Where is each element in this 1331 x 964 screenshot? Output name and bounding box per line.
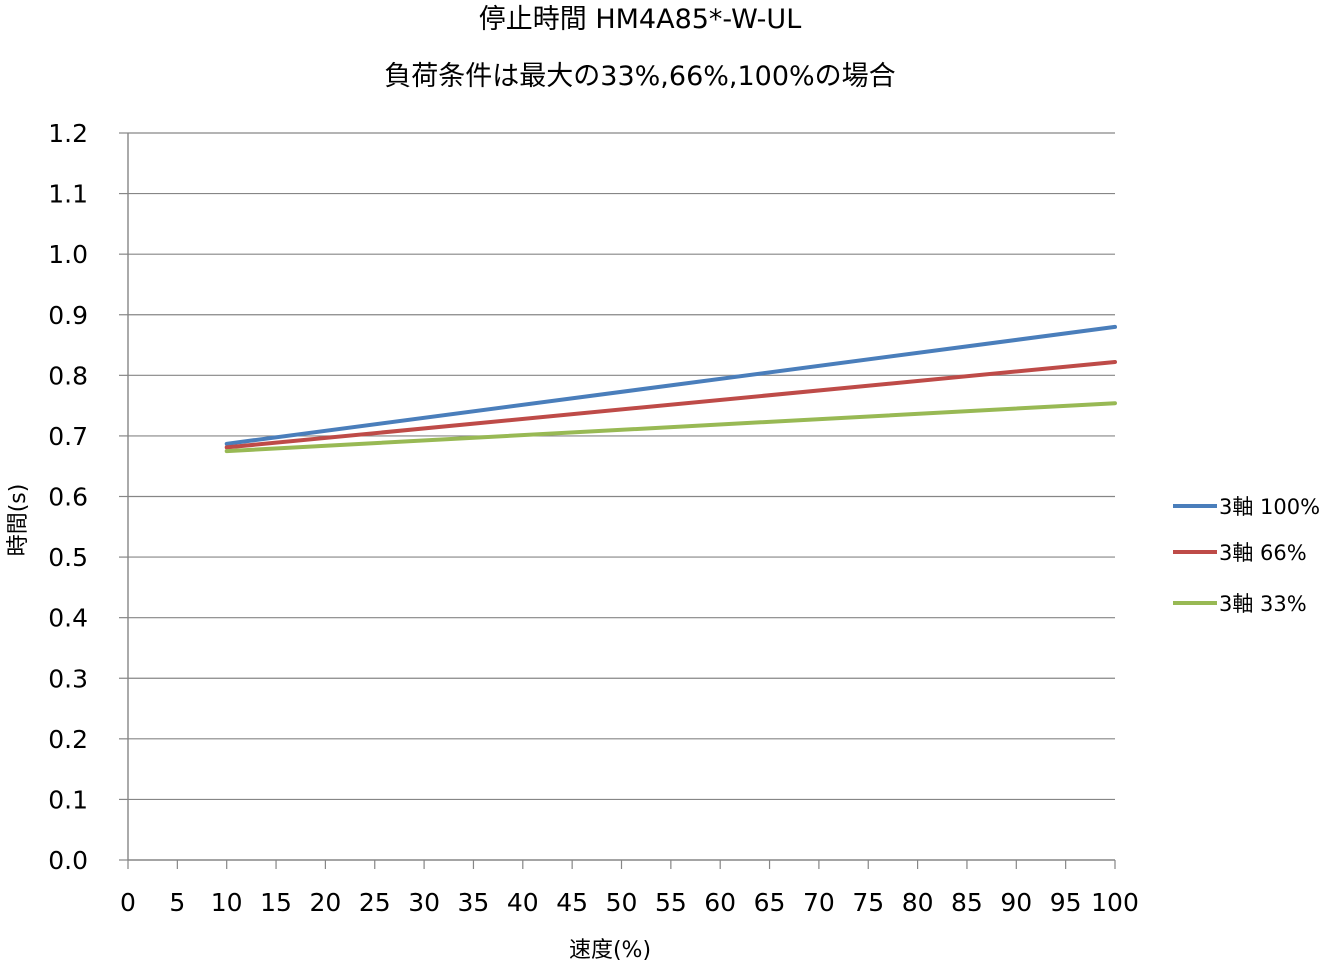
legend: 3軸 100% 3軸 66% 3軸 33% <box>1173 495 1320 616</box>
series-lines <box>224 324 1117 454</box>
x-tick-label: 0 <box>120 888 136 917</box>
y-tick-label: 0.3 <box>48 664 88 693</box>
x-tick-label: 30 <box>408 888 440 917</box>
series-line-2 <box>224 401 1117 454</box>
y-tick-label: 1.1 <box>48 180 88 209</box>
legend-label-1: 3軸 66% <box>1219 541 1307 565</box>
x-tick-label: 55 <box>655 888 687 917</box>
legend-label-2: 3軸 33% <box>1219 592 1307 616</box>
x-tick-label: 75 <box>852 888 884 917</box>
y-tick-label: 0.2 <box>48 725 88 754</box>
x-tick-label: 95 <box>1050 888 1082 917</box>
series-line-1 <box>224 360 1117 450</box>
chart-title: 停止時間 HM4A85*-W-UL <box>479 4 801 35</box>
x-tick-label: 10 <box>211 888 243 917</box>
x-tick-label: 80 <box>902 888 934 917</box>
tick-labels: 0.0 0.1 0.2 0.3 0.4 0.5 0.6 0.7 0.8 0.9 1.0 1.1 1.2 0… <box>48 119 1139 917</box>
y-tick-label: 0.6 <box>48 483 88 512</box>
x-tick-label: 5 <box>169 888 185 917</box>
axes <box>119 132 1116 869</box>
x-tick-label: 35 <box>458 888 490 917</box>
x-tick-label: 50 <box>606 888 638 917</box>
y-axis-label: 時間(s) <box>6 484 31 557</box>
y-tick-label: 0.5 <box>48 543 88 572</box>
y-tick-label: 0.1 <box>48 785 88 814</box>
x-tick-label: 60 <box>704 888 736 917</box>
chart-subtitle: 負荷条件は最大の33%,66%,100%の場合 <box>384 61 895 92</box>
y-tick-label: 0.9 <box>48 301 88 330</box>
x-tick-label: 40 <box>507 888 539 917</box>
x-tick-label: 45 <box>556 888 588 917</box>
legend-label-0: 3軸 100% <box>1219 495 1320 519</box>
x-tick-label: 15 <box>260 888 292 917</box>
y-tick-label: 0.8 <box>48 361 88 390</box>
x-tick-label: 85 <box>951 888 983 917</box>
x-tick-label: 20 <box>309 888 341 917</box>
x-tick-label: 100 <box>1091 888 1139 917</box>
y-tick-label: 0.4 <box>48 604 88 633</box>
x-tick-label: 90 <box>1000 888 1032 917</box>
x-tick-label: 65 <box>754 888 786 917</box>
x-tick-label: 70 <box>803 888 835 917</box>
series-line-0 <box>224 324 1117 446</box>
x-axis-label: 速度(%) <box>569 938 651 963</box>
y-tick-label: 1.2 <box>48 119 88 148</box>
gridlines <box>128 132 1115 801</box>
x-tick-label: 25 <box>359 888 391 917</box>
y-tick-label: 0.7 <box>48 422 88 451</box>
y-tick-label: 1.0 <box>48 240 88 269</box>
y-tick-label: 0.0 <box>48 846 88 875</box>
